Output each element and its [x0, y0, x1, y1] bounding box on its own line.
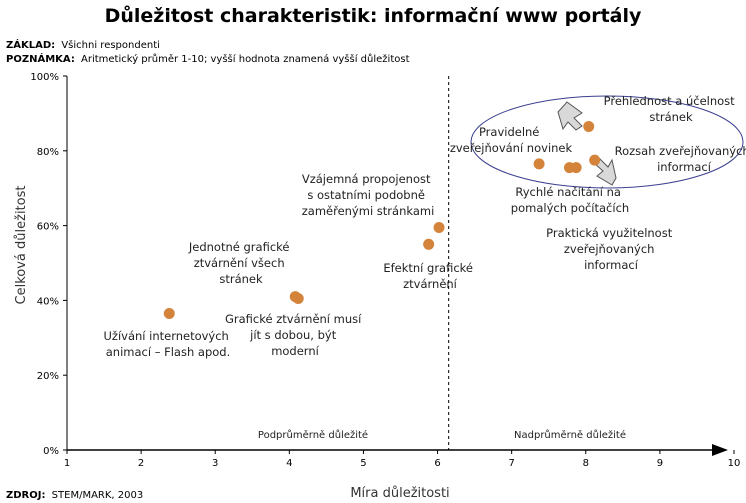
data-point [292, 293, 304, 305]
point-label-unified-design: Jednotné grafické ztvárnění všech stráne… [188, 240, 293, 286]
x-axis-label: Míra důležitosti [350, 486, 449, 501]
source-text: STEM/MARK, 2003 [52, 490, 144, 501]
point-label-modern-design: Grafické ztvárnění musí jít s dobou, být… [225, 312, 365, 358]
point-label-effective-design: Efektní grafické ztvárnění [383, 261, 476, 291]
x-tick-label: 4 [286, 458, 292, 469]
y-ticks: 0% 20% 40% 60% 80% 100% [30, 72, 67, 457]
y-tick-label: 80% [37, 147, 59, 158]
chart-title: Důležitost charakteristik: informační ww… [105, 4, 642, 27]
remark-text: Aritmetický průměr 1-10; vyšší hodnota z… [81, 53, 410, 65]
basis-label: ZÁKLAD: [6, 38, 55, 51]
point-label-interconnection: Vzájemná propojenost s ostatními podobně… [302, 172, 435, 218]
remark-label: POZNÁMKA: [6, 52, 75, 65]
y-axis-label: Celková důležitost [14, 186, 29, 305]
x-tick-label: 9 [657, 458, 663, 469]
data-point [433, 221, 445, 233]
y-tick-label: 100% [30, 72, 59, 83]
y-tick-label: 60% [37, 222, 59, 233]
point-labels: Užívání internetových animací – Flash ap… [103, 94, 746, 359]
point-label-news: Pravidelné zveřejňování novinek [450, 125, 573, 155]
basis-text: Všichni respondenti [61, 39, 160, 51]
data-point [533, 158, 545, 170]
data-points [163, 120, 601, 319]
x-axis-arrowhead [712, 444, 728, 456]
y-tick-label: 20% [37, 371, 59, 382]
zone-above-average: Nadprůměrně důležité [514, 429, 626, 441]
data-point [423, 238, 435, 250]
x-tick-label: 7 [508, 458, 514, 469]
source-label: ZDROJ: [6, 490, 45, 501]
y-tick-label: 0% [43, 446, 59, 457]
basis-note: ZÁKLAD: Všichni respondenti [6, 38, 160, 51]
x-tick-label: 6 [434, 458, 440, 469]
data-point [589, 154, 601, 166]
x-tick-label: 2 [138, 458, 144, 469]
remark-note: POZNÁMKA: Aritmetický průměr 1-10; vyšší… [6, 52, 410, 65]
highlight-ellipse [470, 95, 744, 189]
source-note: ZDROJ: STEM/MARK, 2003 [6, 490, 143, 501]
point-label-flash: Užívání internetových animací – Flash ap… [103, 329, 232, 359]
point-label-scope: Rozsah zveřejňovaných informací [615, 144, 746, 174]
x-tick-label: 5 [360, 458, 366, 469]
data-point [570, 162, 582, 174]
x-ticks: 1 2 3 4 5 6 7 8 9 10 [64, 450, 741, 469]
x-tick-label: 1 [64, 458, 70, 469]
zone-below-average: Podprůměrně důležité [258, 429, 368, 441]
x-tick-label: 10 [728, 458, 741, 469]
y-tick-label: 40% [37, 296, 59, 307]
data-point [583, 120, 595, 132]
x-tick-label: 8 [583, 458, 589, 469]
point-label-usability: Praktická využitelnost zveřejňovaných in… [546, 226, 676, 272]
data-point [163, 307, 175, 319]
callout-arrow-top [557, 101, 583, 131]
point-label-fast-loading: Rychlé načítání na pomalých počítačích [511, 185, 629, 215]
point-label-clarity: Přehlednost a účelnost stránek [604, 94, 739, 124]
x-tick-label: 3 [212, 458, 218, 469]
